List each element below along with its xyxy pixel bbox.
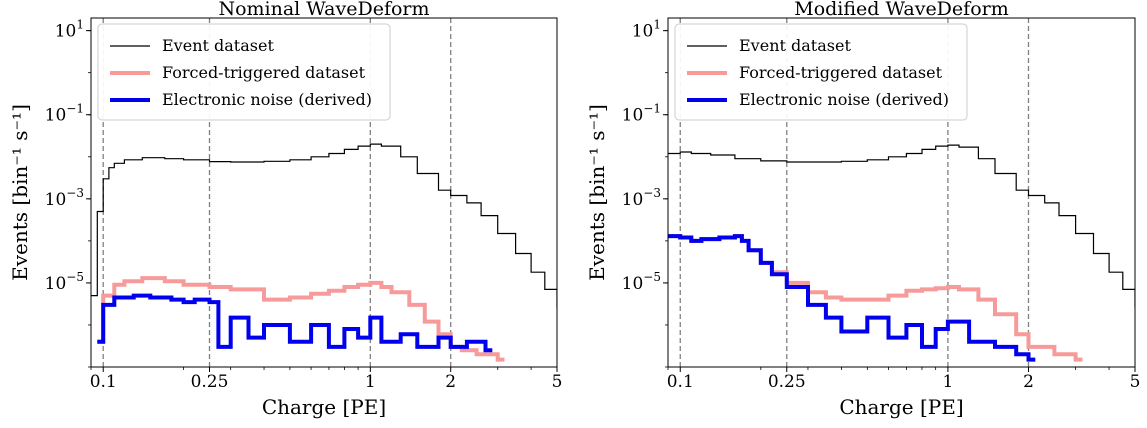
y-axis-label: Events [bin⁻¹ s⁻¹]	[8, 104, 32, 281]
series-line-1	[97, 276, 505, 362]
y-tick-label: 10−3	[45, 186, 84, 210]
x-axis-label: Charge [PE]	[262, 395, 386, 419]
series-line-1	[668, 234, 1083, 362]
legend-label-2: Electronic noise (derived)	[162, 90, 372, 109]
x-tick-label: 1	[365, 372, 376, 392]
panel-nominal-wavedeform: Nominal WaveDeform 0.1 0.25 1 2 5 10−5 10−3 10−1…	[8, 0, 563, 419]
x-tick-label: 5	[552, 372, 563, 392]
chart-title: Modified WaveDeform	[794, 0, 1008, 20]
legend-label-1: Forced-triggered dataset	[162, 63, 366, 82]
y-axis-label: Events [bin⁻¹ s⁻¹]	[585, 104, 609, 281]
x-tick-label: 2	[1023, 372, 1034, 392]
y-tick-label: 101	[55, 18, 84, 42]
series-line-2	[97, 293, 493, 353]
chart-title: Nominal WaveDeform	[218, 0, 429, 20]
legend-box	[674, 23, 968, 121]
x-tick-label: 1	[942, 372, 953, 392]
y-tick-label: 10−3	[622, 186, 661, 210]
y-tick-label: 10−1	[622, 102, 661, 126]
x-tick-label: 0.1	[90, 372, 117, 392]
legend-label-0: Event dataset	[739, 36, 851, 55]
y-tick-label: 10−5	[45, 270, 84, 294]
legend-label-1: Forced-triggered dataset	[739, 63, 943, 82]
x-tick-label: 5	[1130, 372, 1141, 392]
y-tick-label: 10−1	[45, 102, 84, 126]
x-tick-label: 0.25	[191, 372, 229, 392]
y-tick-label: 10−5	[622, 270, 661, 294]
legend-box	[97, 23, 391, 121]
panel-modified-wavedeform: Modified WaveDeform 0.1 0.25 1 2 5 10−5 10−3 10−…	[585, 0, 1141, 419]
plot-frame	[90, 17, 558, 368]
legend-label-0: Event dataset	[162, 36, 274, 55]
series-line-0	[668, 144, 1135, 308]
x-tick-label: 2	[445, 372, 456, 392]
legend-label-2: Electronic noise (derived)	[739, 90, 949, 109]
series-line-0	[91, 143, 557, 308]
plot-frame	[667, 17, 1136, 368]
series-line-2	[668, 234, 1036, 362]
x-tick-label: 0.1	[667, 372, 694, 392]
x-axis-label: Charge [PE]	[839, 395, 963, 419]
x-tick-label: 0.25	[768, 372, 806, 392]
y-tick-label: 101	[632, 18, 661, 42]
